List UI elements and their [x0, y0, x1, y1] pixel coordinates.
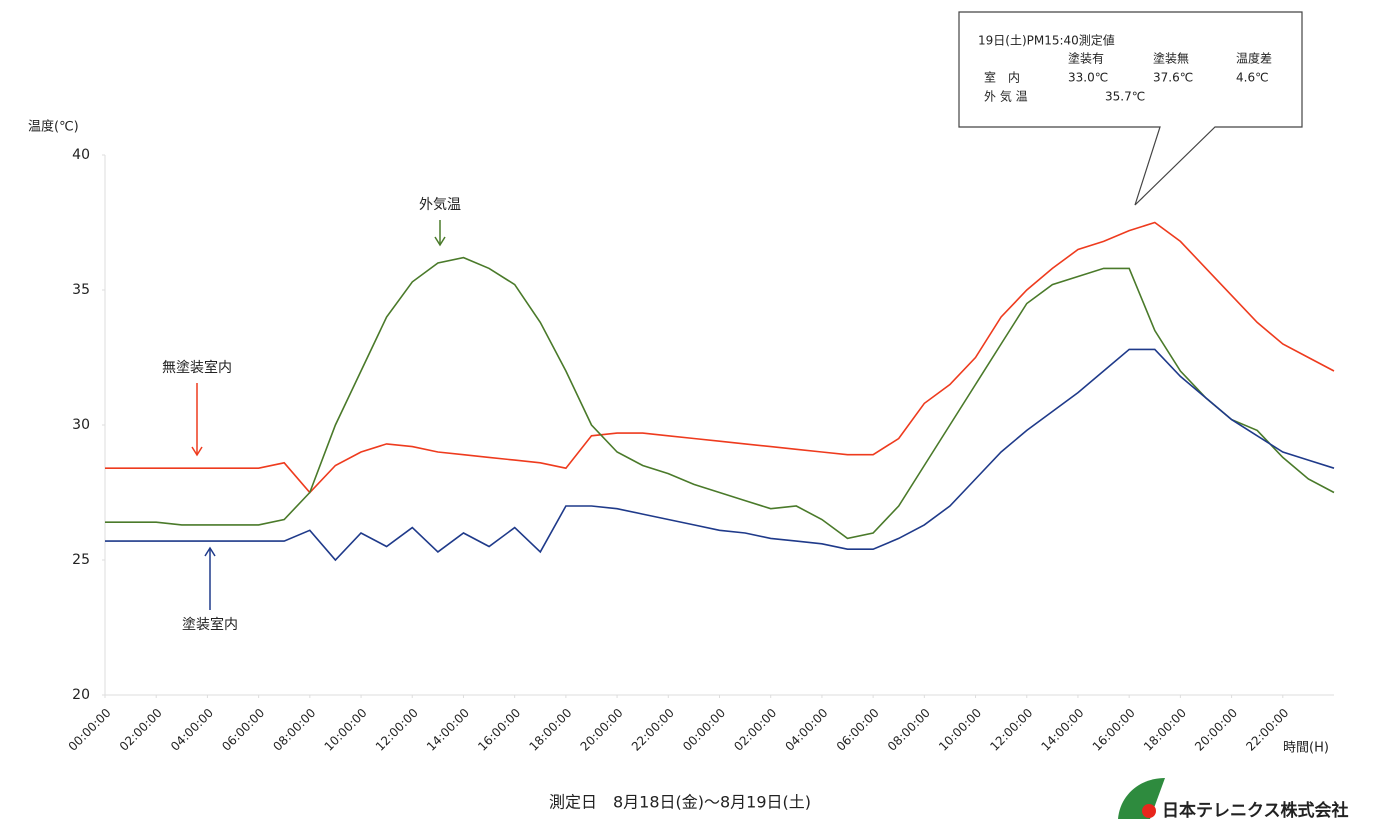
y-tick-label: 20 — [72, 687, 90, 703]
logo-mark — [1118, 778, 1165, 819]
x-tick-label: 20:00:00 — [1192, 706, 1240, 754]
callout-column: 塗装有 — [1068, 51, 1104, 66]
series-line — [105, 256, 1335, 540]
x-tick-label: 08:00:00 — [270, 706, 318, 754]
callout-cell: 4.6℃ — [1236, 71, 1269, 85]
logo-dot — [1142, 804, 1156, 818]
x-tick-label: 20:00:00 — [578, 706, 626, 754]
x-axis-label: 時間(H) — [1283, 741, 1329, 756]
x-tick-label: 16:00:00 — [475, 706, 523, 754]
y-tick-label: 40 — [72, 147, 90, 163]
x-tick-label: 18:00:00 — [526, 706, 574, 754]
x-tick-label: 06:00:00 — [219, 706, 267, 754]
callout-box — [958, 11, 1303, 206]
x-tick-label: 16:00:00 — [1090, 706, 1138, 754]
series-label: 無塗装室内 — [162, 359, 232, 376]
x-tick-label: 02:00:00 — [731, 706, 779, 754]
x-tick-label: 12:00:00 — [373, 706, 421, 754]
y-tick-label: 25 — [72, 552, 90, 568]
callout: 19日(土)PM15:40測定値 塗装有 塗装無 温度差 室 内 33.0℃ 3… — [958, 11, 1303, 206]
x-tick-label: 08:00:00 — [885, 706, 933, 754]
x-tick-label: 06:00:00 — [834, 706, 882, 754]
callout-row-label: 室 内 — [984, 70, 1020, 85]
x-tick-label: 02:00:00 — [117, 706, 165, 754]
series-line — [105, 221, 1335, 494]
callout-cell: 37.6℃ — [1153, 71, 1193, 85]
callout-cell: 35.7℃ — [1105, 90, 1145, 104]
series-label: 外気温 — [419, 197, 461, 213]
logo: 日本テレニクス株式会社 — [1118, 778, 1349, 819]
x-tick-label: 12:00:00 — [987, 706, 1035, 754]
x-tick-label: 04:00:00 — [782, 706, 830, 754]
y-tick-label: 30 — [72, 417, 90, 433]
footer: 測定日 8月18日(金)〜8月19日(土) — [549, 793, 811, 812]
y-tick-label: 35 — [72, 282, 90, 298]
series-arrowhead — [191, 446, 203, 457]
company-name: 日本テレニクス株式会社 — [1162, 800, 1349, 819]
x-tick-label: 00:00:00 — [680, 706, 728, 754]
x-tick-label: 14:00:00 — [424, 706, 472, 754]
x-tick-label: 18:00:00 — [1141, 706, 1189, 754]
x-tick-label: 22:00:00 — [629, 706, 677, 754]
series-arrowhead — [204, 546, 216, 557]
callout-row-label: 外 気 温 — [984, 89, 1028, 104]
series-line — [105, 348, 1335, 562]
x-tick-label: 10:00:00 — [936, 706, 984, 754]
x-tick-label: 10:00:00 — [322, 706, 370, 754]
series-label: 塗装室内 — [182, 616, 238, 633]
x-tick-label: 04:00:00 — [168, 706, 216, 754]
callout-column: 塗装無 — [1153, 51, 1189, 66]
x-tick-label: 14:00:00 — [1039, 706, 1087, 754]
callout-cell: 33.0℃ — [1068, 71, 1108, 85]
series-arrowhead — [434, 236, 446, 247]
x-tick-label: 00:00:00 — [66, 706, 114, 754]
y-axis-label: 温度(℃) — [28, 119, 79, 135]
callout-column: 温度差 — [1236, 51, 1272, 66]
callout-title: 19日(土)PM15:40測定値 — [978, 33, 1115, 48]
